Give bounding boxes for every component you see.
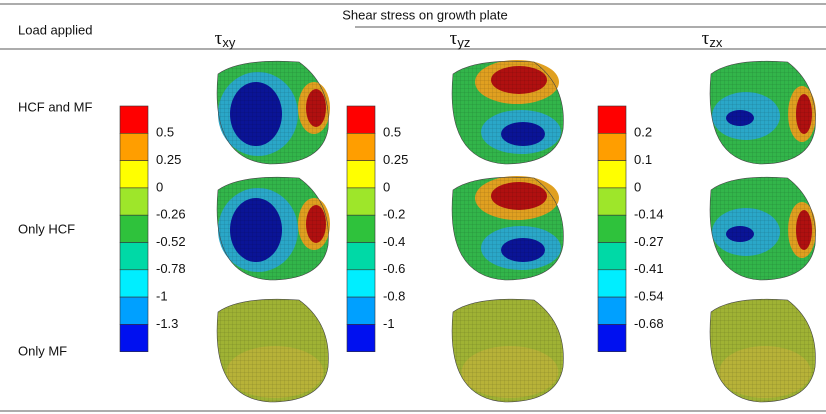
colorbar-label: -0.8	[383, 289, 405, 304]
plot-mesh	[710, 61, 815, 164]
plot-mesh	[452, 61, 563, 164]
colorbar-segment	[347, 270, 375, 297]
column-subscript: zx	[709, 35, 723, 50]
colorbar-segment	[598, 133, 626, 160]
row-heading: Load applied	[18, 22, 92, 37]
contour-plot	[452, 176, 563, 280]
contour-plot	[710, 61, 816, 164]
colorbar-label: -0.26	[156, 207, 186, 222]
plot-mesh	[452, 177, 563, 280]
colorbar-label: -0.27	[634, 234, 664, 249]
contour-plot	[217, 61, 330, 164]
plot-mesh	[217, 299, 328, 402]
plot-mesh	[217, 61, 328, 164]
colorbar-segment	[347, 188, 375, 215]
colorbar-segment	[347, 297, 375, 324]
column-subscript: xy	[222, 35, 236, 50]
colorbar-segment	[347, 106, 375, 133]
colorbar-segment	[598, 188, 626, 215]
colorbar-label: -0.54	[634, 289, 664, 304]
colorbar-label: -0.78	[156, 261, 186, 276]
colorbar-label: 0.25	[156, 152, 181, 167]
colorbar-label: -0.41	[634, 261, 664, 276]
column-header: τyz	[450, 28, 471, 50]
colorbar-segment	[120, 106, 148, 133]
colorbar-segment	[598, 215, 626, 242]
colorbar-segment	[598, 106, 626, 133]
colorbar-segment	[347, 161, 375, 188]
colorbar-label: 0	[156, 179, 163, 194]
column-header: τzx	[702, 28, 723, 50]
colorbar-segment	[347, 324, 375, 351]
colorbar-segment	[120, 133, 148, 160]
colorbar-label: -1	[156, 289, 168, 304]
contour-plot	[452, 60, 563, 164]
contour-plot	[217, 299, 328, 402]
colorbar-segment	[347, 215, 375, 242]
colorbar-label: 0	[634, 179, 641, 194]
plot-mesh	[710, 177, 815, 280]
colorbar-segment	[598, 243, 626, 270]
colorbar-segment	[120, 270, 148, 297]
colorbar-label: -1.3	[156, 316, 178, 331]
column-header: τxy	[215, 28, 236, 50]
colorbar-segment	[120, 324, 148, 351]
row-label: Only HCF	[18, 221, 75, 236]
colorbar-label: -0.6	[383, 261, 405, 276]
row-label: Only MF	[18, 343, 67, 358]
colorbar-label: -0.4	[383, 234, 405, 249]
column-subscript: yz	[457, 35, 470, 50]
colorbar-segment	[598, 297, 626, 324]
colorbar-label: 0.2	[634, 125, 652, 140]
figure-title: Shear stress on growth plate	[342, 7, 507, 22]
row-label: HCF and MF	[18, 99, 92, 114]
figure: Shear stress on growth plate Load applie…	[0, 0, 826, 414]
colorbar-segment	[120, 161, 148, 188]
contour-plot	[710, 299, 815, 402]
colorbar-label: 0.1	[634, 152, 652, 167]
colorbar-segment	[120, 243, 148, 270]
colorbar-label: 0.25	[383, 152, 408, 167]
colorbar-segment	[598, 270, 626, 297]
colorbar-segment	[598, 324, 626, 351]
colorbar-label: -1	[383, 316, 395, 331]
colorbar-label: -0.52	[156, 234, 186, 249]
contour-plot	[452, 299, 563, 402]
colorbar-label: -0.68	[634, 316, 664, 331]
colorbar-segment	[120, 188, 148, 215]
colorbar-segment	[120, 297, 148, 324]
plot-mesh	[452, 299, 563, 402]
colorbar-label: -0.14	[634, 207, 664, 222]
colorbar-segment	[598, 161, 626, 188]
plot-mesh	[710, 299, 815, 402]
colorbar-label: 0	[383, 179, 390, 194]
contour-plot	[217, 177, 330, 280]
colorbar-label: 0.5	[383, 125, 401, 140]
colorbar-label: 0.5	[156, 125, 174, 140]
colorbar-segment	[120, 215, 148, 242]
contour-plot	[710, 177, 816, 280]
colorbar-segment	[347, 243, 375, 270]
colorbar-segment	[347, 133, 375, 160]
colorbar-label: -0.2	[383, 207, 405, 222]
plot-mesh	[217, 177, 328, 280]
